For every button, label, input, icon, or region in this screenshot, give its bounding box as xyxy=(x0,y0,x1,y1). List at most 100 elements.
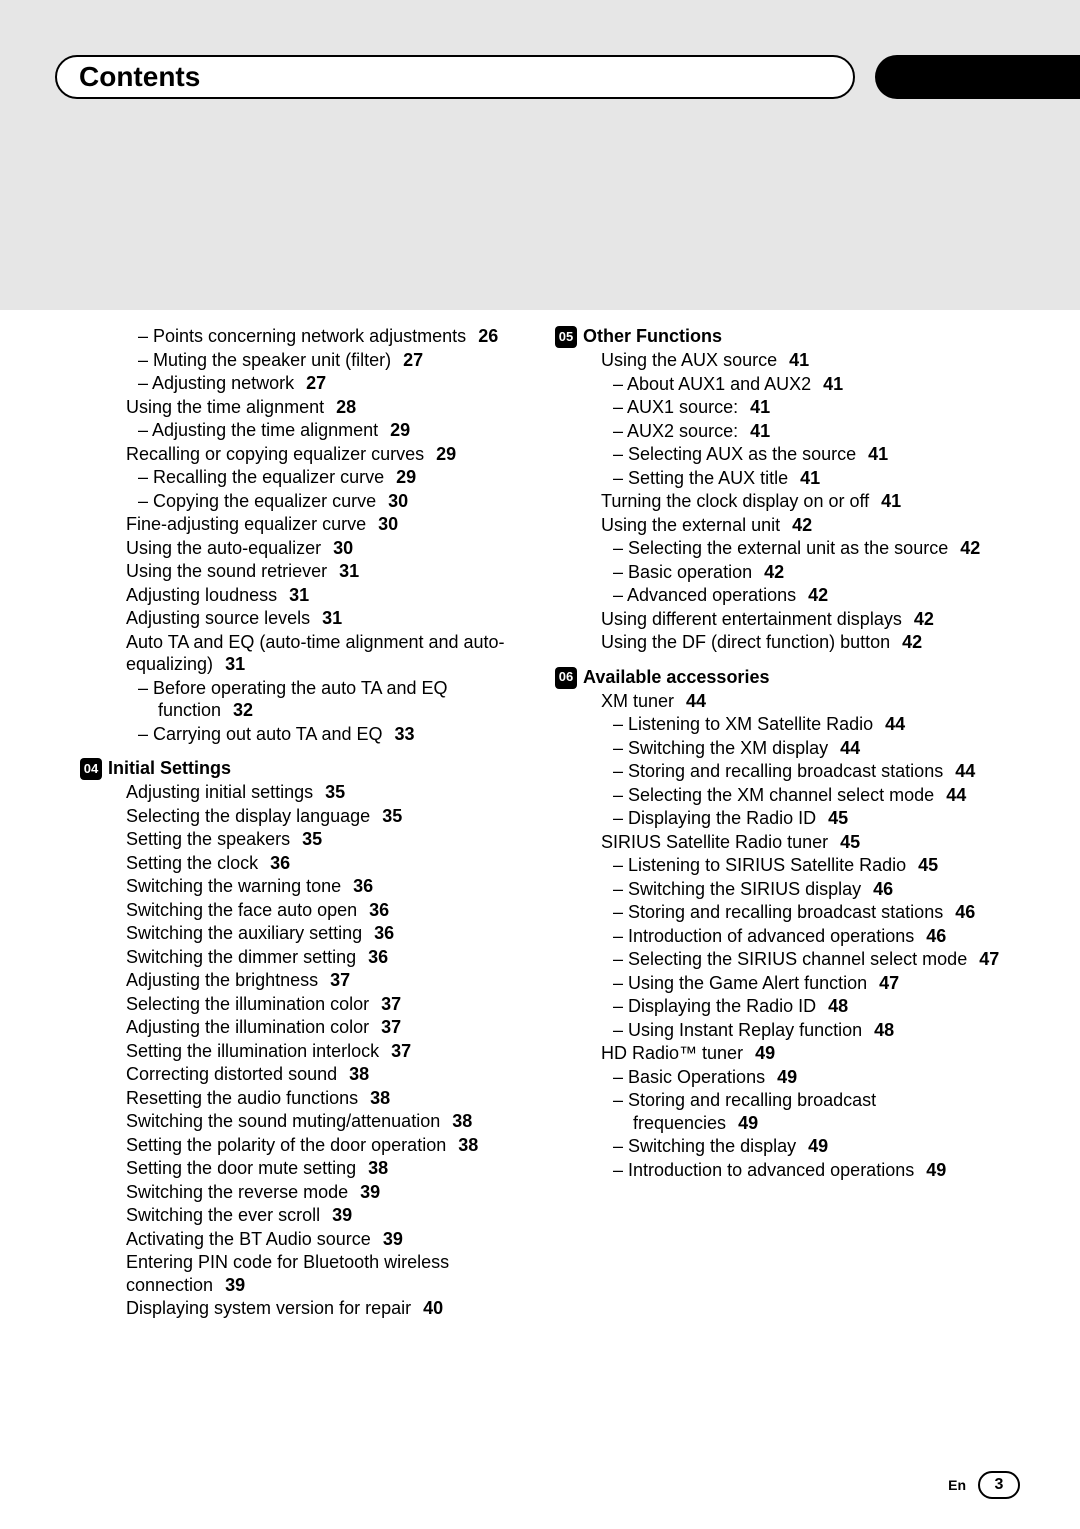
toc-entry[interactable]: Advanced operations42 xyxy=(583,584,1000,607)
toc-entry[interactable]: Before operating the auto TA and EQ func… xyxy=(108,677,525,722)
toc-entry[interactable]: Carrying out auto TA and EQ33 xyxy=(108,723,525,746)
toc-entry[interactable]: Adjusting source levels 31 xyxy=(108,607,525,630)
toc-text: Listening to SIRIUS Satellite Radio xyxy=(628,855,906,875)
toc-entry[interactable]: Introduction to advanced operations49 xyxy=(583,1159,1000,1182)
toc-text: Using the auto-equalizer xyxy=(126,538,321,558)
toc-entry[interactable]: Using Instant Replay function48 xyxy=(583,1019,1000,1042)
toc-entry[interactable]: Selecting the external unit as the sourc… xyxy=(583,537,1000,560)
section-header: 06Available accessories xyxy=(555,666,1000,689)
toc-page: 31 xyxy=(322,608,342,628)
toc-entry[interactable]: Correcting distorted sound38 xyxy=(108,1063,525,1086)
toc-entry[interactable]: Setting the illumination interlock37 xyxy=(108,1040,525,1063)
toc-entry[interactable]: Activating the BT Audio source39 xyxy=(108,1228,525,1251)
section-title: Other Functions xyxy=(583,325,722,348)
toc-entry[interactable]: Storing and recalling broadcast stations… xyxy=(583,760,1000,783)
section-body: Using the AUX source41About AUX1 and AUX… xyxy=(555,349,1000,654)
toc-text: Adjusting the brightness xyxy=(126,970,318,990)
toc-entry[interactable]: Setting the clock36 xyxy=(108,852,525,875)
toc-page: 42 xyxy=(960,538,980,558)
toc-entry[interactable]: Setting the speakers35 xyxy=(108,828,525,851)
toc-entry[interactable]: HD Radio™ tuner49 xyxy=(583,1042,1000,1065)
toc-entry[interactable]: Displaying the Radio ID48 xyxy=(583,995,1000,1018)
toc-page: 38 xyxy=(458,1135,478,1155)
toc-entry[interactable]: Using the Game Alert function47 xyxy=(583,972,1000,995)
toc-page: 38 xyxy=(368,1158,388,1178)
toc-entry[interactable]: Auto TA and EQ (auto-time alignment and … xyxy=(108,631,525,676)
toc-entry[interactable]: Switching the auxiliary setting36 xyxy=(108,922,525,945)
toc-entry[interactable]: Using the time alignment28 xyxy=(108,396,525,419)
toc-entry[interactable]: Switching the sound muting/attenuation38 xyxy=(108,1110,525,1133)
toc-entry[interactable]: Selecting the SIRIUS channel select mode… xyxy=(583,948,1000,971)
toc-page: 39 xyxy=(225,1275,245,1295)
toc-entry[interactable]: Adjusting network27 xyxy=(108,372,525,395)
toc-page: 41 xyxy=(789,350,809,370)
toc-entry[interactable]: XM tuner44 xyxy=(583,690,1000,713)
toc-page: 47 xyxy=(879,973,899,993)
toc-text: Switching the sound muting/attenuation xyxy=(126,1111,440,1131)
toc-entry[interactable]: Displaying system version for repair40 xyxy=(108,1297,525,1320)
toc-entry[interactable]: Displaying the Radio ID45 xyxy=(583,807,1000,830)
toc-page: 47 xyxy=(979,949,999,969)
toc-entry[interactable]: Adjusting the brightness37 xyxy=(108,969,525,992)
toc-entry[interactable]: Muting the speaker unit (filter)27 xyxy=(108,349,525,372)
toc-entry[interactable]: Switching the dimmer setting36 xyxy=(108,946,525,969)
toc-text: Setting the clock xyxy=(126,853,258,873)
toc-entry[interactable]: Fine-adjusting equalizer curve30 xyxy=(108,513,525,536)
toc-entry[interactable]: Switching the SIRIUS display46 xyxy=(583,878,1000,901)
toc-entry[interactable]: Using the DF (direct function) button42 xyxy=(583,631,1000,654)
toc-entry[interactable]: Recalling or copying equalizer curves29 xyxy=(108,443,525,466)
toc-entry[interactable]: Adjusting the illumination color37 xyxy=(108,1016,525,1039)
toc-page: 38 xyxy=(349,1064,369,1084)
toc-entry[interactable]: Using the external unit42 xyxy=(583,514,1000,537)
toc-page: 42 xyxy=(808,585,828,605)
toc-entry[interactable]: AUX1 source:41 xyxy=(583,396,1000,419)
toc-entry[interactable]: Using the AUX source41 xyxy=(583,349,1000,372)
toc-page: 36 xyxy=(353,876,373,896)
toc-entry[interactable]: Selecting the XM channel select mode44 xyxy=(583,784,1000,807)
toc-page: 44 xyxy=(885,714,905,734)
toc-page: 39 xyxy=(383,1229,403,1249)
header-bar: Contents xyxy=(55,55,1025,99)
toc-entry[interactable]: Basic Operations49 xyxy=(583,1066,1000,1089)
toc-entry[interactable]: Listening to XM Satellite Radio44 xyxy=(583,713,1000,736)
toc-entry[interactable]: Selecting the illumination color37 xyxy=(108,993,525,1016)
toc-entry[interactable]: Switching the ever scroll39 xyxy=(108,1204,525,1227)
toc-entry[interactable]: Storing and recalling broadcast stations… xyxy=(583,901,1000,924)
toc-entry[interactable]: Setting the polarity of the door operati… xyxy=(108,1134,525,1157)
toc-text: Adjusting source levels xyxy=(126,608,310,628)
toc-entry[interactable]: Listening to SIRIUS Satellite Radio45 xyxy=(583,854,1000,877)
toc-entry[interactable]: Switching the warning tone36 xyxy=(108,875,525,898)
toc-entry[interactable]: Basic operation42 xyxy=(583,561,1000,584)
toc-entry[interactable]: Recalling the equalizer curve29 xyxy=(108,466,525,489)
toc-entry[interactable]: AUX2 source:41 xyxy=(583,420,1000,443)
toc-text: Switching the SIRIUS display xyxy=(628,879,861,899)
toc-entry[interactable]: Storing and recalling broadcast frequenc… xyxy=(583,1089,1000,1134)
toc-entry[interactable]: Points concerning network adjustments26 xyxy=(108,325,525,348)
toc-text: Adjusting the time alignment xyxy=(152,420,378,440)
toc-entry[interactable]: Turning the clock display on or off41 xyxy=(583,490,1000,513)
toc-entry[interactable]: Adjusting initial settings35 xyxy=(108,781,525,804)
toc-text: Selecting the SIRIUS channel select mode xyxy=(628,949,967,969)
toc-entry[interactable]: Using the sound retriever31 xyxy=(108,560,525,583)
toc-entry[interactable]: Selecting AUX as the source41 xyxy=(583,443,1000,466)
toc-entry[interactable]: Resetting the audio functions38 xyxy=(108,1087,525,1110)
toc-entry[interactable]: Switching the display49 xyxy=(583,1135,1000,1158)
toc-entry[interactable]: Entering PIN code for Bluetooth wireless… xyxy=(108,1251,525,1296)
toc-entry[interactable]: Copying the equalizer curve30 xyxy=(108,490,525,513)
toc-entry[interactable]: Setting the AUX title41 xyxy=(583,467,1000,490)
toc-entry[interactable]: About AUX1 and AUX241 xyxy=(583,373,1000,396)
toc-entry[interactable]: Setting the door mute setting38 xyxy=(108,1157,525,1180)
toc-entry[interactable]: Switching the reverse mode39 xyxy=(108,1181,525,1204)
toc-entry[interactable]: Using different entertainment displays42 xyxy=(583,608,1000,631)
toc-entry[interactable]: Adjusting the time alignment29 xyxy=(108,419,525,442)
toc-entry[interactable]: Selecting the display language35 xyxy=(108,805,525,828)
toc-entry[interactable]: Adjusting loudness31 xyxy=(108,584,525,607)
toc-entry[interactable]: Introduction of advanced operations46 xyxy=(583,925,1000,948)
toc-entry[interactable]: SIRIUS Satellite Radio tuner45 xyxy=(583,831,1000,854)
toc-entry[interactable]: Using the auto-equalizer30 xyxy=(108,537,525,560)
toc-text: Displaying system version for repair xyxy=(126,1298,411,1318)
toc-entry[interactable]: Switching the face auto open36 xyxy=(108,899,525,922)
toc-page: 49 xyxy=(755,1043,775,1063)
toc-entry[interactable]: Switching the XM display44 xyxy=(583,737,1000,760)
toc-page: 37 xyxy=(381,994,401,1014)
